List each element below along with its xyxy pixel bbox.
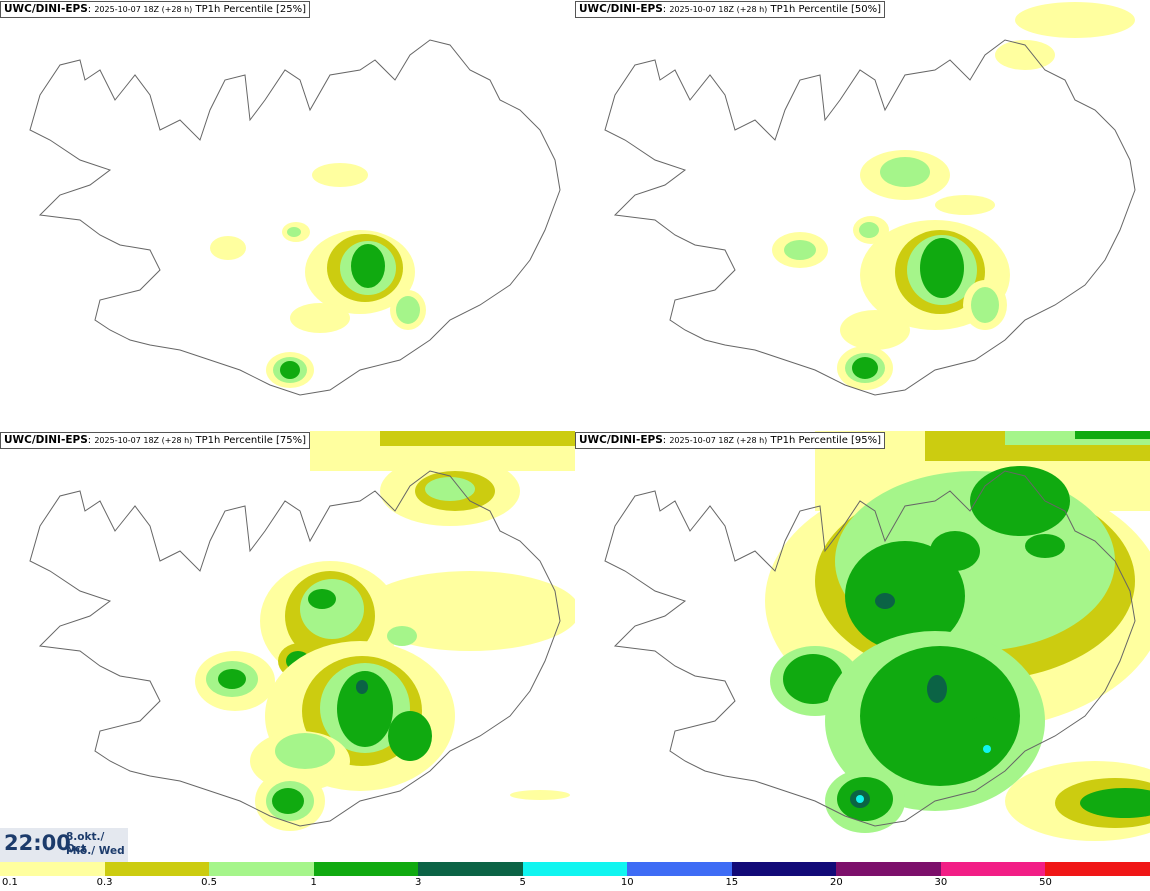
panel-source: UWC/DINI-EPS — [579, 3, 663, 15]
panel-title: UWC/DINI-EPS: 2025-10-07 18Z (+28 h) TP1… — [575, 432, 886, 449]
map-panel-p50: UWC/DINI-EPS: 2025-10-07 18Z (+28 h) TP1… — [575, 0, 1150, 430]
panel-source: UWC/DINI-EPS — [4, 3, 88, 15]
colorbar-label: 30 — [934, 877, 948, 888]
colorbar-swatch — [836, 862, 941, 876]
colorbar-label: 0.3 — [96, 877, 113, 888]
colorbar-label: 50 — [1039, 877, 1052, 888]
panel-title: UWC/DINI-EPS: 2025-10-07 18Z (+28 h) TP1… — [0, 1, 311, 18]
panel-run: 2025-10-07 18Z (+28 h) — [94, 436, 193, 445]
coastline — [604, 470, 1136, 827]
colorbar-label: 0.1 — [2, 877, 18, 888]
colorbar-label: 5 — [519, 877, 526, 888]
valid-date: 8.okt./ Oct — [66, 831, 105, 855]
precip-field — [210, 163, 426, 388]
precip-field — [195, 431, 575, 831]
colorbar-label: 3 — [414, 877, 422, 888]
colorbar — [0, 862, 1150, 876]
precip-map — [29, 431, 575, 831]
colorbar-label: 0.5 — [201, 877, 218, 888]
colorbar-swatch — [940, 862, 1046, 876]
precip-map — [604, 431, 1150, 841]
coastline — [29, 39, 561, 396]
precip-map — [29, 39, 561, 396]
valid-time-box: 22:00 8.okt./ Oct Mið./ Wed — [0, 828, 128, 862]
panel-title: UWC/DINI-EPS: 2025-10-07 18Z (+28 h) TP1… — [575, 1, 886, 18]
colorbar-label: 20 — [829, 877, 843, 888]
valid-weekday: Mið./ Wed — [66, 845, 125, 857]
panel-label: TP1h Percentile [95%] — [770, 435, 882, 446]
panel-run: 2025-10-07 18Z (+28 h) — [669, 436, 768, 445]
precip-field — [772, 2, 1135, 390]
panel-source: UWC/DINI-EPS — [579, 434, 663, 446]
colorbar-label: 1 — [310, 877, 317, 888]
panel-label: TP1h Percentile [75%] — [195, 435, 307, 446]
map-panel-p95: UWC/DINI-EPS: 2025-10-07 18Z (+28 h) TP1… — [575, 431, 1150, 861]
panel-run: 2025-10-07 18Z (+28 h) — [669, 5, 768, 14]
panel-title: UWC/DINI-EPS: 2025-10-07 18Z (+28 h) TP1… — [0, 432, 311, 449]
colorbar-swatch — [627, 862, 732, 876]
map-panel-p25: UWC/DINI-EPS: 2025-10-07 18Z (+28 h) TP1… — [0, 0, 575, 430]
colorbar-labels: 0.1 0.3 0.5 1 3 5 10 15 20 30 50 — [0, 877, 1150, 891]
colorbar-label: 10 — [620, 877, 634, 888]
precip-map — [604, 2, 1136, 396]
colorbar-swatch — [209, 862, 314, 876]
coastline — [29, 470, 561, 827]
panel-label: TP1h Percentile [50%] — [770, 4, 882, 15]
valid-time: 22:00 — [4, 831, 71, 855]
panel-run: 2025-10-07 18Z (+28 h) — [94, 5, 193, 14]
colorbar-swatch — [731, 862, 837, 876]
panel-source: UWC/DINI-EPS — [4, 434, 88, 446]
colorbar-swatch — [1045, 862, 1150, 876]
coastline — [604, 39, 1136, 396]
colorbar-swatch — [0, 862, 105, 876]
colorbar-swatch — [418, 862, 523, 876]
panel-label: TP1h Percentile [25%] — [195, 4, 307, 15]
colorbar-swatch — [104, 862, 210, 876]
map-panel-p75: UWC/DINI-EPS: 2025-10-07 18Z (+28 h) TP1… — [0, 431, 575, 861]
colorbar-swatch — [522, 862, 628, 876]
colorbar-swatch — [313, 862, 419, 876]
precip-field — [765, 431, 1150, 841]
colorbar-label: 15 — [725, 877, 739, 888]
